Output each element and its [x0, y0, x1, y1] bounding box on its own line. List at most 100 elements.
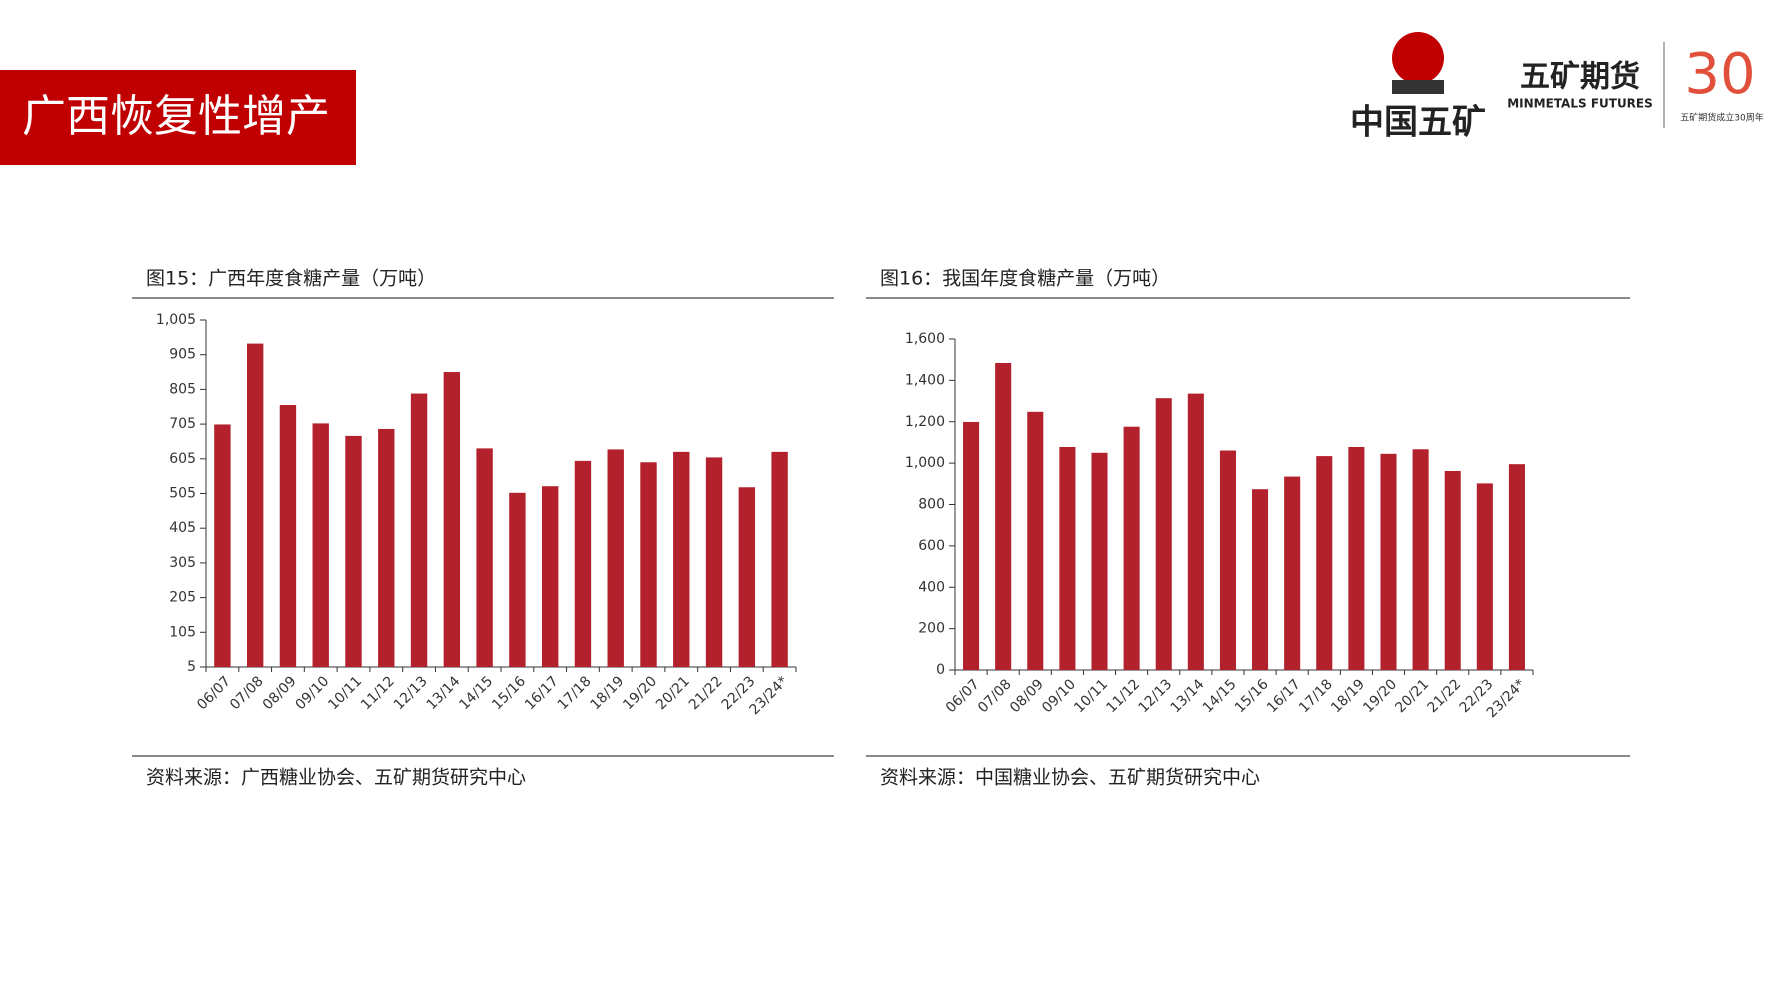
source-note: 资料来源：广西糖业协会、五矿期货研究中心 [146, 767, 526, 789]
bar [1187, 393, 1204, 670]
x-tick-label: 14/15 [1200, 676, 1240, 716]
bar [1380, 453, 1397, 670]
y-tick-label: 600 [918, 538, 945, 554]
bar [607, 449, 624, 667]
x-tick-label: 15/16 [489, 673, 529, 713]
y-tick-label: 1,400 [905, 372, 945, 388]
y-tick-label: 1,000 [905, 455, 945, 471]
x-tick-label: 13/14 [424, 673, 464, 713]
company-en: MINMETALS FUTURES [1507, 97, 1653, 111]
y-tick-label: 1,600 [905, 331, 945, 347]
x-tick-label: 12/13 [1136, 676, 1176, 716]
bar [410, 393, 428, 667]
bar [443, 372, 461, 667]
bar [673, 451, 690, 667]
x-tick-label: 06/07 [943, 676, 983, 716]
x-tick-label: 18/19 [588, 673, 628, 713]
bar [345, 435, 362, 667]
logo-emblem [1392, 32, 1444, 84]
x-tick-label: 21/22 [686, 673, 726, 713]
x-tick-label: 18/19 [1328, 676, 1368, 716]
y-tick-label: 705 [169, 416, 196, 432]
y-tick-label: 805 [169, 381, 196, 397]
header-banner [0, 70, 356, 165]
x-tick-label: 11/12 [1103, 676, 1143, 716]
x-tick-label: 07/08 [975, 676, 1015, 716]
anniversary-caption: 五矿期货成立30周年 [1680, 112, 1763, 124]
x-tick-label: 11/12 [358, 673, 398, 713]
x-tick-label: 16/17 [1264, 676, 1304, 716]
bar [1476, 483, 1493, 670]
bar [1412, 449, 1429, 670]
chart-title: 图16：我国年度食糖产量（万吨） [880, 268, 1170, 290]
bar [738, 487, 756, 667]
y-tick-label: 400 [918, 579, 945, 595]
y-tick-label: 205 [169, 590, 196, 606]
x-tick-label: 10/11 [325, 673, 365, 713]
header-title: 广西恢复性增产 [22, 91, 330, 142]
bar [640, 462, 657, 667]
bar [378, 428, 395, 667]
x-tick-label: 12/13 [391, 673, 431, 713]
x-tick-label: 20/21 [1392, 676, 1432, 716]
bar [1444, 470, 1461, 670]
bar [312, 423, 329, 667]
bar [1155, 398, 1172, 670]
x-tick-label: 09/10 [293, 673, 333, 713]
bar [214, 424, 231, 667]
y-tick-label: 605 [169, 451, 196, 467]
chart-title: 图15：广西年度食糖产量（万吨） [146, 268, 436, 290]
bar [1508, 464, 1525, 670]
x-tick-label: 06/07 [194, 673, 234, 713]
bar [1316, 456, 1333, 670]
bar [1252, 489, 1269, 670]
x-tick-label: 07/08 [227, 673, 267, 713]
bar [509, 492, 526, 667]
y-tick-label: 905 [169, 347, 196, 363]
y-tick-label: 1,005 [156, 312, 196, 328]
source-note: 资料来源：中国糖业协会、五矿期货研究中心 [880, 767, 1260, 789]
x-tick-label: 09/10 [1039, 676, 1079, 716]
y-tick-label: 105 [169, 624, 196, 640]
logo-text: 中国五矿 [1350, 103, 1486, 143]
y-tick-label: 0 [936, 662, 945, 678]
bar [1091, 452, 1108, 670]
bar [541, 486, 559, 667]
x-tick-label: 08/09 [260, 673, 300, 713]
x-tick-label: 17/18 [555, 673, 595, 713]
anniversary-number: 30 [1684, 42, 1755, 107]
bar [995, 362, 1012, 670]
bar [1059, 446, 1076, 670]
bar [705, 457, 723, 667]
bar [279, 405, 297, 667]
x-tick-label: 20/21 [653, 673, 693, 713]
x-tick-label: 16/17 [522, 673, 562, 713]
y-tick-label: 305 [169, 555, 196, 571]
bar [771, 451, 788, 667]
x-tick-label: 17/18 [1296, 676, 1336, 716]
y-tick-label: 200 [918, 621, 945, 637]
bar [1284, 476, 1301, 670]
bar [1348, 446, 1365, 670]
company-cn: 五矿期货 [1520, 60, 1640, 95]
bar [476, 448, 493, 667]
logo-minmetals: 中国五矿 [1350, 32, 1486, 143]
x-tick-label: 19/20 [1360, 676, 1400, 716]
y-tick-label: 405 [169, 520, 196, 536]
bar [1027, 411, 1044, 670]
y-tick-label: 5 [187, 659, 196, 675]
bar [1123, 426, 1140, 670]
y-tick-label: 505 [169, 486, 196, 502]
bar [246, 343, 264, 667]
bar [574, 460, 592, 667]
x-tick-label: 19/20 [620, 673, 660, 713]
logo-base [1392, 80, 1444, 94]
y-tick-label: 1,200 [905, 414, 945, 430]
x-tick-label: 10/11 [1071, 676, 1111, 716]
x-tick-label: 08/09 [1007, 676, 1047, 716]
x-tick-label: 14/15 [456, 673, 496, 713]
bar [1219, 450, 1236, 670]
x-tick-label: 21/22 [1425, 676, 1465, 716]
x-tick-label: 13/14 [1168, 676, 1208, 716]
